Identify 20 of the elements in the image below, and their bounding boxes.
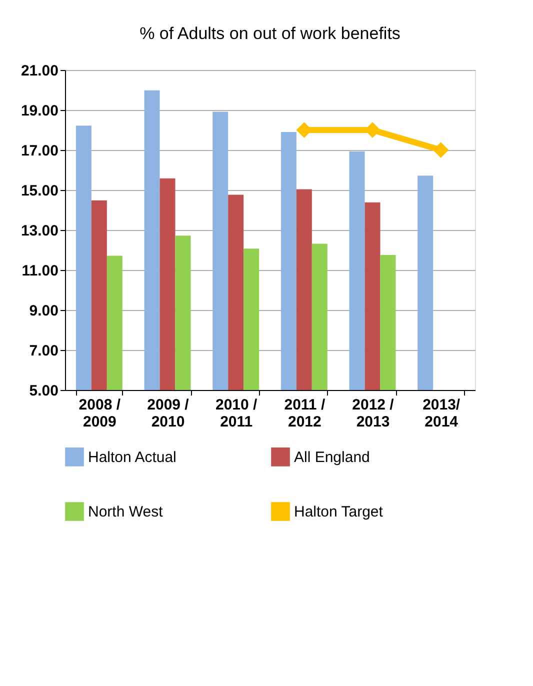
x-tick-label: 2008 / 2009 <box>78 396 122 430</box>
x-tick-label: 2011 / 2012 <box>284 396 326 430</box>
y-tick-label: 19.00 <box>20 102 58 120</box>
legend-label: All England <box>294 448 370 466</box>
x-tick-label: 2010 / 2011 <box>215 396 258 430</box>
x-tick-label: 2009 / 2010 <box>147 396 190 430</box>
y-tick-label: 11.00 <box>22 262 58 280</box>
y-tick-label: 13.00 <box>20 222 58 240</box>
y-tick-label: 9.00 <box>29 302 58 320</box>
y-tick-label: 5.00 <box>29 382 58 400</box>
legend-label: Halton Target <box>294 504 384 520</box>
legend-label: North West <box>88 504 164 520</box>
y-tick-label: 21.00 <box>20 62 58 80</box>
chart-title: % of Adults on out of work benefits <box>140 24 400 43</box>
legend-label: Halton Actual <box>88 448 176 466</box>
y-tick-label: 15.00 <box>20 182 58 200</box>
y-tick-label: 17.00 <box>20 142 58 160</box>
x-tick-label: 2012 / 2013 <box>352 396 395 430</box>
x-tick-label: 2013/ 2014 <box>422 396 461 430</box>
y-tick-label: 7.00 <box>29 342 58 360</box>
